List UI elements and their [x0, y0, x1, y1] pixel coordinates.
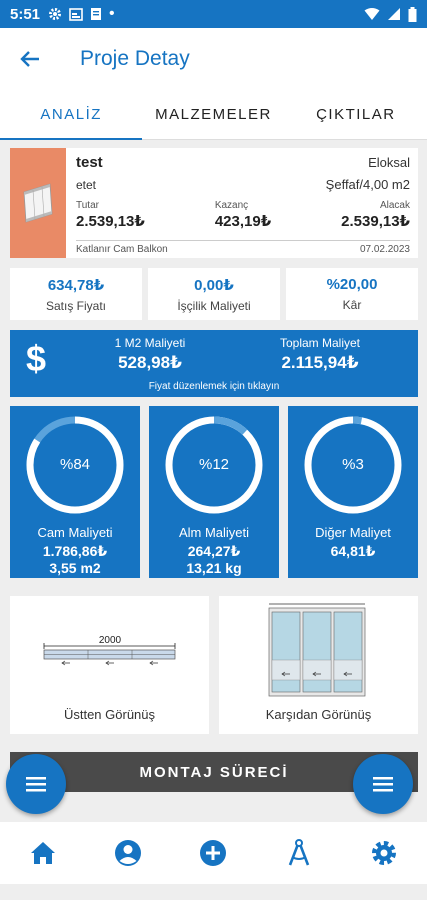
front-view-label: Karşıdan Görünüş [265, 707, 372, 722]
summary-labor-cost[interactable]: 0,00₺ İşçilik Maliyeti [148, 268, 280, 320]
product-name: test [76, 154, 103, 171]
m2-cost-label: 1 M2 Maliyeti [114, 336, 186, 350]
summary-value: %20,00 [326, 276, 378, 293]
document-icon [91, 8, 102, 20]
balcony-system-image [23, 183, 53, 223]
product-glass: Şeffaf/4,00 m2 [325, 177, 410, 192]
product-system: Katlanır Cam Balkon [76, 244, 168, 255]
metric-aluminum-cost[interactable]: %12 Alm Maliyeti 264,27₺ 13,21 kg [149, 406, 279, 578]
summary-value: 634,78₺ [47, 276, 105, 294]
metric-value: 64,81₺ [330, 543, 376, 559]
dot-icon: • [109, 5, 115, 22]
front-view-drawing [268, 603, 366, 697]
amount-value-tutar: 2.539,13₺ [76, 213, 145, 230]
top-view-label: Üstten Görünüş [63, 707, 156, 722]
edit-price-hint: Fiyat düzenlemek için tıklayın [148, 381, 280, 392]
nav-home[interactable] [21, 831, 65, 875]
summary-row: 634,78₺ Satış Fiyatı 0,00₺ İşçilik Maliy… [10, 268, 418, 320]
top-view-card[interactable]: 2000 Üstten Görünüş [10, 596, 209, 734]
metric-value: 1.786,86₺ [42, 543, 108, 559]
metric-glass-cost[interactable]: %84 Cam Maliyeti 1.786,86₺ 3,55 m2 [10, 406, 140, 578]
amount-label-tutar: Tutar [76, 200, 99, 211]
nav-compass[interactable] [277, 831, 321, 875]
metric-sub: 13,21 kg [186, 560, 242, 576]
menu-icon [26, 777, 46, 792]
metric-title: Alm Maliyeti [178, 525, 250, 540]
ring-percent: %12 [198, 456, 230, 473]
tab-malzemeler[interactable]: MALZEMELER [155, 106, 272, 123]
progress-ring: %84 [20, 410, 130, 520]
summary-sales-price[interactable]: 634,78₺ Satış Fiyatı [10, 268, 142, 320]
settings-icon [372, 841, 397, 865]
nav-add[interactable] [191, 831, 235, 875]
wifi-icon [364, 8, 380, 20]
montaj-button[interactable]: MONTAJ SÜRECİ [10, 752, 418, 792]
product-date: 07.02.2023 [359, 244, 410, 255]
amount-value-alacak: 2.539,13₺ [341, 213, 410, 230]
dollar-icon: $ [26, 338, 47, 379]
summary-value: 0,00₺ [194, 276, 234, 294]
back-button[interactable] [0, 28, 60, 90]
arrow-back-icon [20, 51, 39, 67]
product-footer: Katlanır Cam Balkon 07.02.2023 [76, 240, 410, 255]
metric-title: Cam Maliyeti [37, 525, 113, 540]
bottom-nav [0, 822, 427, 884]
nav-account[interactable] [106, 831, 150, 875]
product-card[interactable]: test Eloksal etet Şeffaf/4,00 m2 Tutar 2… [10, 148, 418, 258]
ring-percent: %3 [342, 456, 364, 473]
amount-value-kazanc: 423,19₺ [214, 213, 272, 230]
views-row: 2000 Üstten Görünüş Karşıdan Görünüş [10, 596, 418, 734]
total-cost-label: Toplam Maliyet [279, 336, 361, 350]
cost-banner[interactable]: $ 1 M2 Maliyeti 528,98₺ Toplam Maliyet 2… [10, 330, 418, 397]
nav-settings[interactable] [362, 831, 406, 875]
progress-ring: %3 [298, 410, 408, 520]
summary-profit[interactable]: %20,00 Kâr [286, 268, 418, 320]
compass-icon [288, 839, 310, 866]
account-icon [115, 840, 142, 866]
tab-analiz[interactable]: ANALİZ [0, 90, 143, 140]
top-view-dimension: 2000 [99, 635, 122, 646]
summary-label: İşçilik Maliyeti [177, 298, 251, 313]
battery-icon [408, 6, 417, 22]
metric-other-cost[interactable]: %3 Diğer Maliyet 64,81₺ [288, 406, 418, 578]
gear-icon [49, 8, 62, 20]
amount-label-alacak: Alacak [379, 200, 410, 211]
menu-fab-right[interactable] [353, 754, 413, 814]
summary-label: Kâr [342, 298, 362, 312]
metric-sub: 3,55 m2 [49, 560, 101, 576]
top-view-drawing: 2000 [43, 635, 176, 666]
status-bar: 5:51 • [0, 0, 427, 28]
product-thumbnail [10, 148, 66, 258]
add-circle-icon [200, 840, 227, 866]
page-title: Proje Detay [80, 47, 190, 70]
product-subtitle: etet [76, 178, 97, 192]
progress-ring: %12 [159, 410, 269, 520]
menu-fab-left[interactable] [6, 754, 66, 814]
front-view-card[interactable]: Karşıdan Görünüş [219, 596, 418, 734]
amount-label-kazanc: Kazanç [214, 200, 249, 211]
metric-value: 264,27₺ [187, 543, 241, 559]
signal-icon [388, 8, 400, 20]
status-time: 5:51 [10, 5, 41, 23]
product-brand: Eloksal [368, 155, 410, 170]
calendar-icon [69, 8, 83, 21]
app-header: Proje Detay [0, 28, 427, 90]
metric-row: %84 Cam Maliyeti 1.786,86₺ 3,55 m2 %12 A… [10, 406, 418, 578]
tab-ciktilar[interactable]: ÇIKTILAR [316, 106, 396, 123]
tab-bar: ANALİZ MALZEMELER ÇIKTILAR [0, 90, 427, 140]
summary-label: Satış Fiyatı [45, 298, 107, 313]
metric-title: Diğer Maliyet [315, 525, 391, 540]
total-cost-value: 2.115,94₺ [281, 353, 359, 372]
menu-icon [373, 777, 393, 792]
ring-percent: %84 [59, 456, 91, 473]
m2-cost-value: 528,98₺ [118, 353, 182, 372]
home-icon [30, 842, 55, 864]
